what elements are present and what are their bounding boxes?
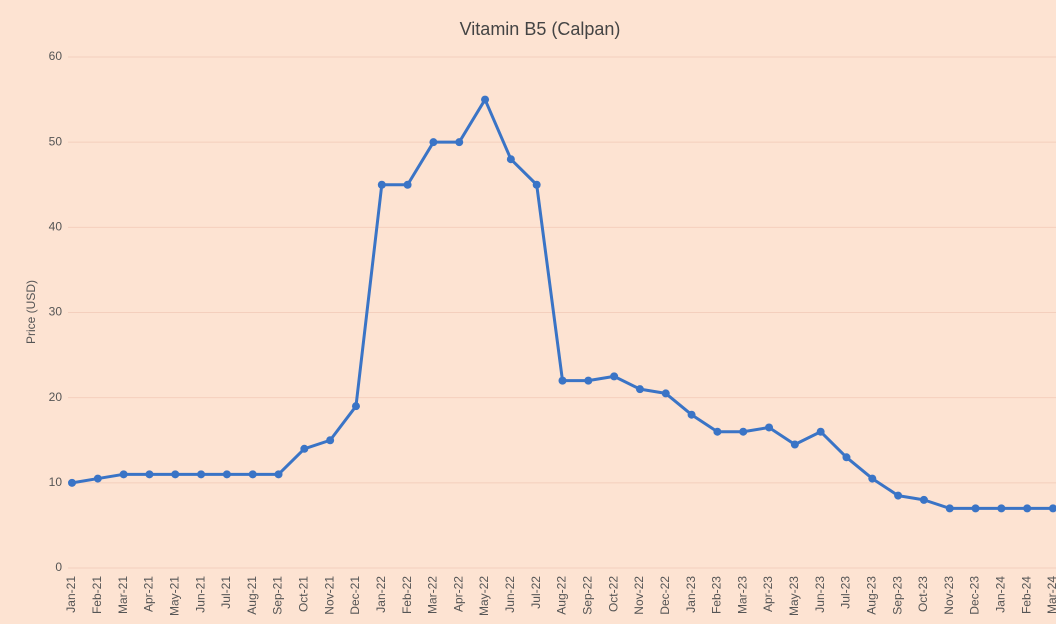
x-tick-label: Dec-22 (658, 576, 672, 615)
x-tick-label: Feb-21 (90, 576, 104, 614)
point (300, 444, 309, 453)
x-tick-label: Mar-21 (116, 576, 130, 614)
point (1023, 504, 1032, 513)
x-tick-label: Sep-22 (580, 576, 594, 615)
y-tick-label: 30 (49, 305, 63, 319)
x-tick-label: Dec-21 (348, 576, 362, 615)
point (635, 385, 644, 394)
x-tick-label: Jun-23 (813, 576, 827, 613)
x-tick-label: Oct-22 (606, 576, 620, 612)
x-tick-label: May-23 (787, 576, 801, 616)
point (326, 436, 335, 445)
y-tick-label: 60 (49, 49, 63, 63)
x-tick-label: Nov-22 (632, 576, 646, 615)
point (68, 478, 76, 487)
point (377, 180, 386, 189)
chart-title: Vitamin B5 (Calpan) (460, 19, 621, 39)
x-tick-label: Jan-22 (374, 576, 388, 613)
point (171, 470, 180, 479)
point (481, 95, 490, 104)
point (816, 427, 825, 436)
x-tick-label: Nov-21 (322, 576, 336, 615)
x-tick-label: Jul-23 (839, 576, 853, 609)
y-tick-label: 0 (55, 560, 62, 574)
point (661, 389, 670, 398)
x-tick-label: Sep-23 (890, 576, 904, 615)
point (274, 470, 283, 479)
x-tick-label: Jan-24 (994, 576, 1008, 613)
x-tick-label: Sep-21 (271, 576, 285, 615)
point (119, 470, 128, 479)
y-tick-label: 10 (49, 475, 63, 489)
x-tick-label: Feb-24 (1019, 576, 1033, 614)
point (842, 453, 851, 462)
x-tick-label: Apr-21 (142, 576, 156, 612)
point (739, 427, 748, 436)
point (971, 504, 980, 513)
x-tick-label: Dec-23 (968, 576, 982, 615)
point (790, 440, 799, 449)
point (1049, 504, 1056, 513)
point (506, 155, 515, 164)
point (93, 474, 102, 483)
point (429, 138, 438, 147)
point (765, 423, 774, 432)
point (894, 491, 903, 500)
x-tick-label: Apr-23 (761, 576, 775, 612)
point (197, 470, 206, 479)
x-tick-label: Mar-23 (735, 576, 749, 614)
x-tick-label: Feb-22 (400, 576, 414, 614)
x-tick-label: Jan-23 (684, 576, 698, 613)
point (687, 410, 696, 419)
x-tick-label: Apr-22 (451, 576, 465, 612)
point (945, 504, 954, 513)
x-tick-label: Jul-21 (219, 576, 233, 609)
y-axis-label: Price (USD) (24, 280, 38, 344)
point (532, 180, 541, 189)
point (403, 180, 412, 189)
point (919, 495, 928, 504)
point (584, 376, 593, 385)
point (248, 470, 257, 479)
x-tick-label: Jan-21 (64, 576, 78, 613)
y-tick-label: 50 (49, 134, 63, 148)
y-tick-label: 40 (49, 220, 63, 234)
point (558, 376, 567, 385)
x-tick-label: Aug-21 (245, 576, 259, 615)
x-tick-label: Jun-21 (193, 576, 207, 613)
point (455, 138, 464, 147)
x-tick-label: Feb-23 (710, 576, 724, 614)
point (222, 470, 231, 479)
x-tick-label: May-22 (477, 576, 491, 616)
y-tick-label: 20 (49, 390, 63, 404)
x-tick-label: May-21 (167, 576, 181, 616)
point (610, 372, 619, 381)
x-tick-label: Jul-22 (529, 576, 543, 609)
x-tick-label: Oct-23 (916, 576, 930, 612)
x-tick-label: Oct-21 (297, 576, 311, 612)
point (868, 474, 877, 483)
point (997, 504, 1006, 513)
x-tick-label: Jun-22 (503, 576, 517, 613)
x-tick-label: Mar-22 (426, 576, 440, 614)
point (713, 427, 722, 436)
line (71, 98, 1053, 510)
point (351, 402, 360, 411)
point (145, 470, 154, 479)
x-tick-label: Mar-24 (1045, 576, 1056, 614)
x-tick-label: Nov-23 (942, 576, 956, 615)
x-tick-label: Aug-23 (864, 576, 878, 615)
x-tick-label: Aug-22 (555, 576, 569, 615)
